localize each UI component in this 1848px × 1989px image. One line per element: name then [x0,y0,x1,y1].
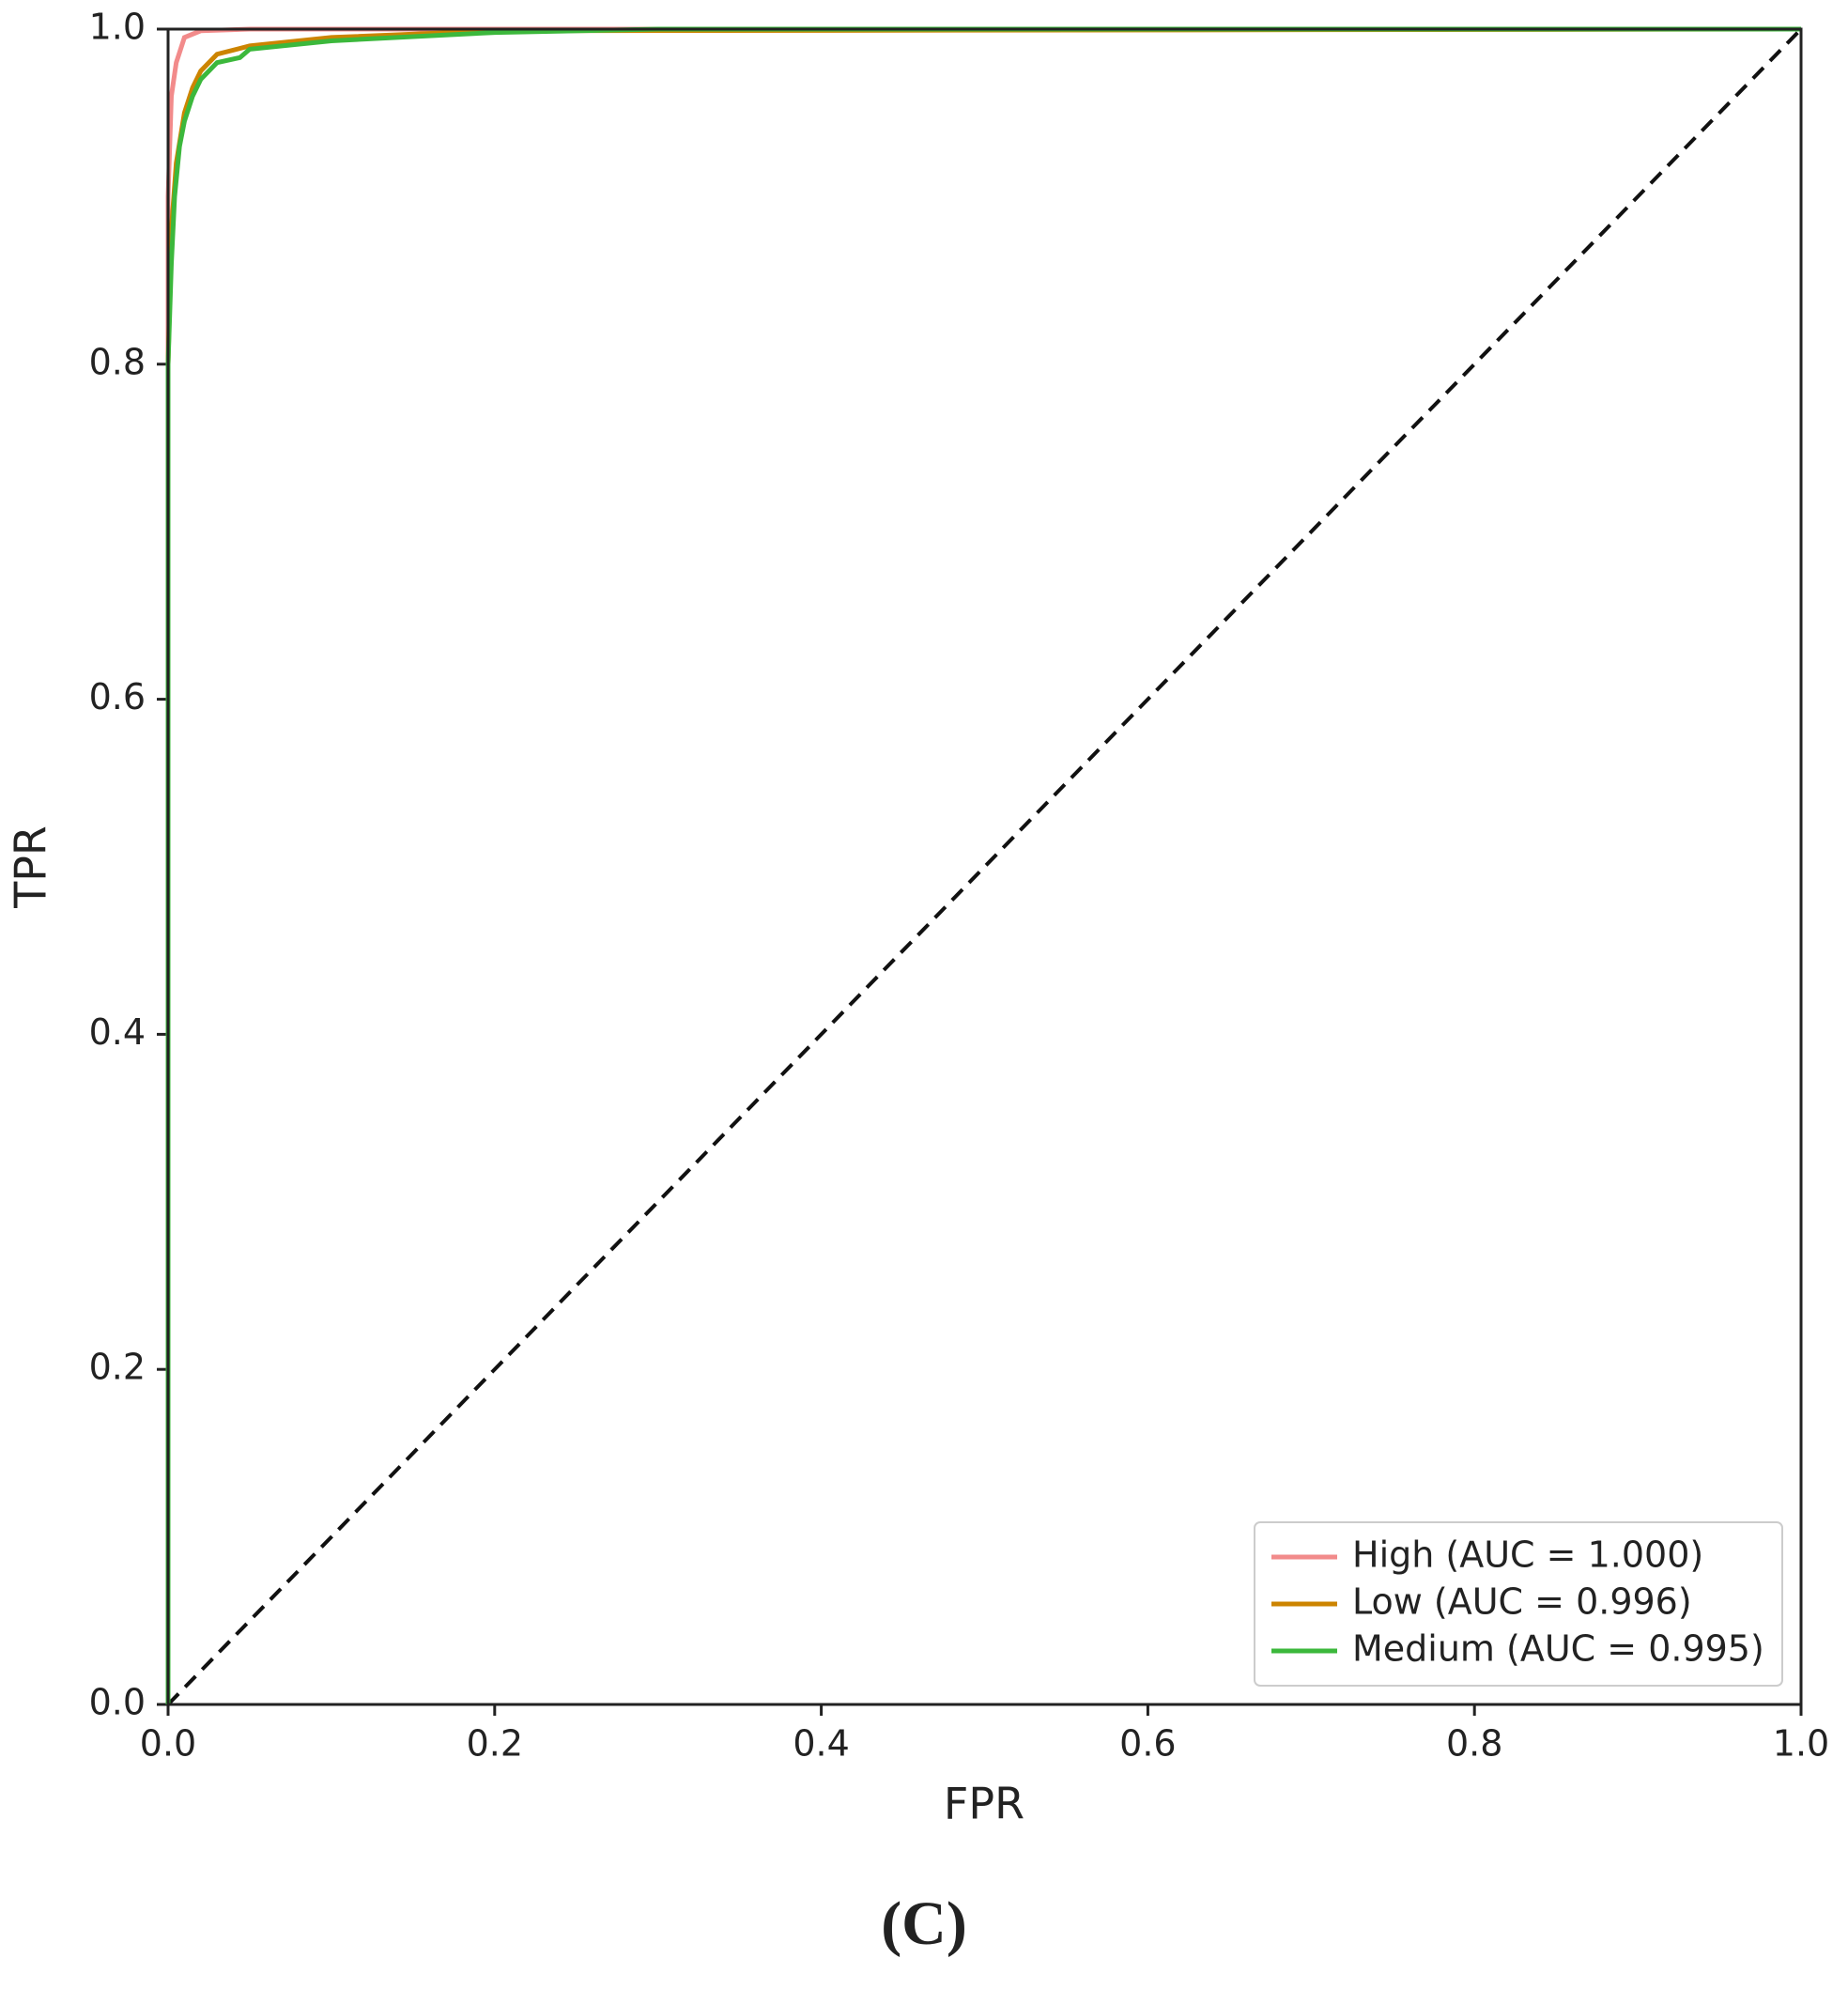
roc-curve [165,26,1801,1704]
x-tick-label: 0.8 [1446,1723,1502,1765]
legend-label: Low (AUC = 0.996) [1352,1581,1692,1623]
legend-label: Medium (AUC = 0.995) [1352,1628,1764,1670]
x-tick-label: 0.2 [467,1723,523,1765]
y-tick-label: 0.4 [89,1011,146,1053]
y-axis-label: TPR [6,825,56,909]
reference-diagonal [166,27,1803,1706]
x-tick-label: 0.4 [793,1723,849,1765]
legend-label: High (AUC = 1.000) [1352,1534,1703,1576]
y-tick-label: 1.0 [89,7,146,48]
x-tick-label: 1.0 [1773,1723,1829,1765]
y-tick-label: 0.0 [89,1682,146,1723]
caption: (C) [881,1889,967,1958]
legend-box [1254,1521,1783,1687]
x-axis-label: FPR [944,1779,1024,1829]
y-tick-label: 0.6 [89,676,146,717]
plot-frame [166,27,1803,1706]
y-tick-label: 0.8 [89,341,146,382]
y-tick-label: 0.2 [89,1347,146,1388]
x-tick-label: 0.0 [140,1723,196,1765]
x-tick-label: 0.6 [1119,1723,1176,1765]
